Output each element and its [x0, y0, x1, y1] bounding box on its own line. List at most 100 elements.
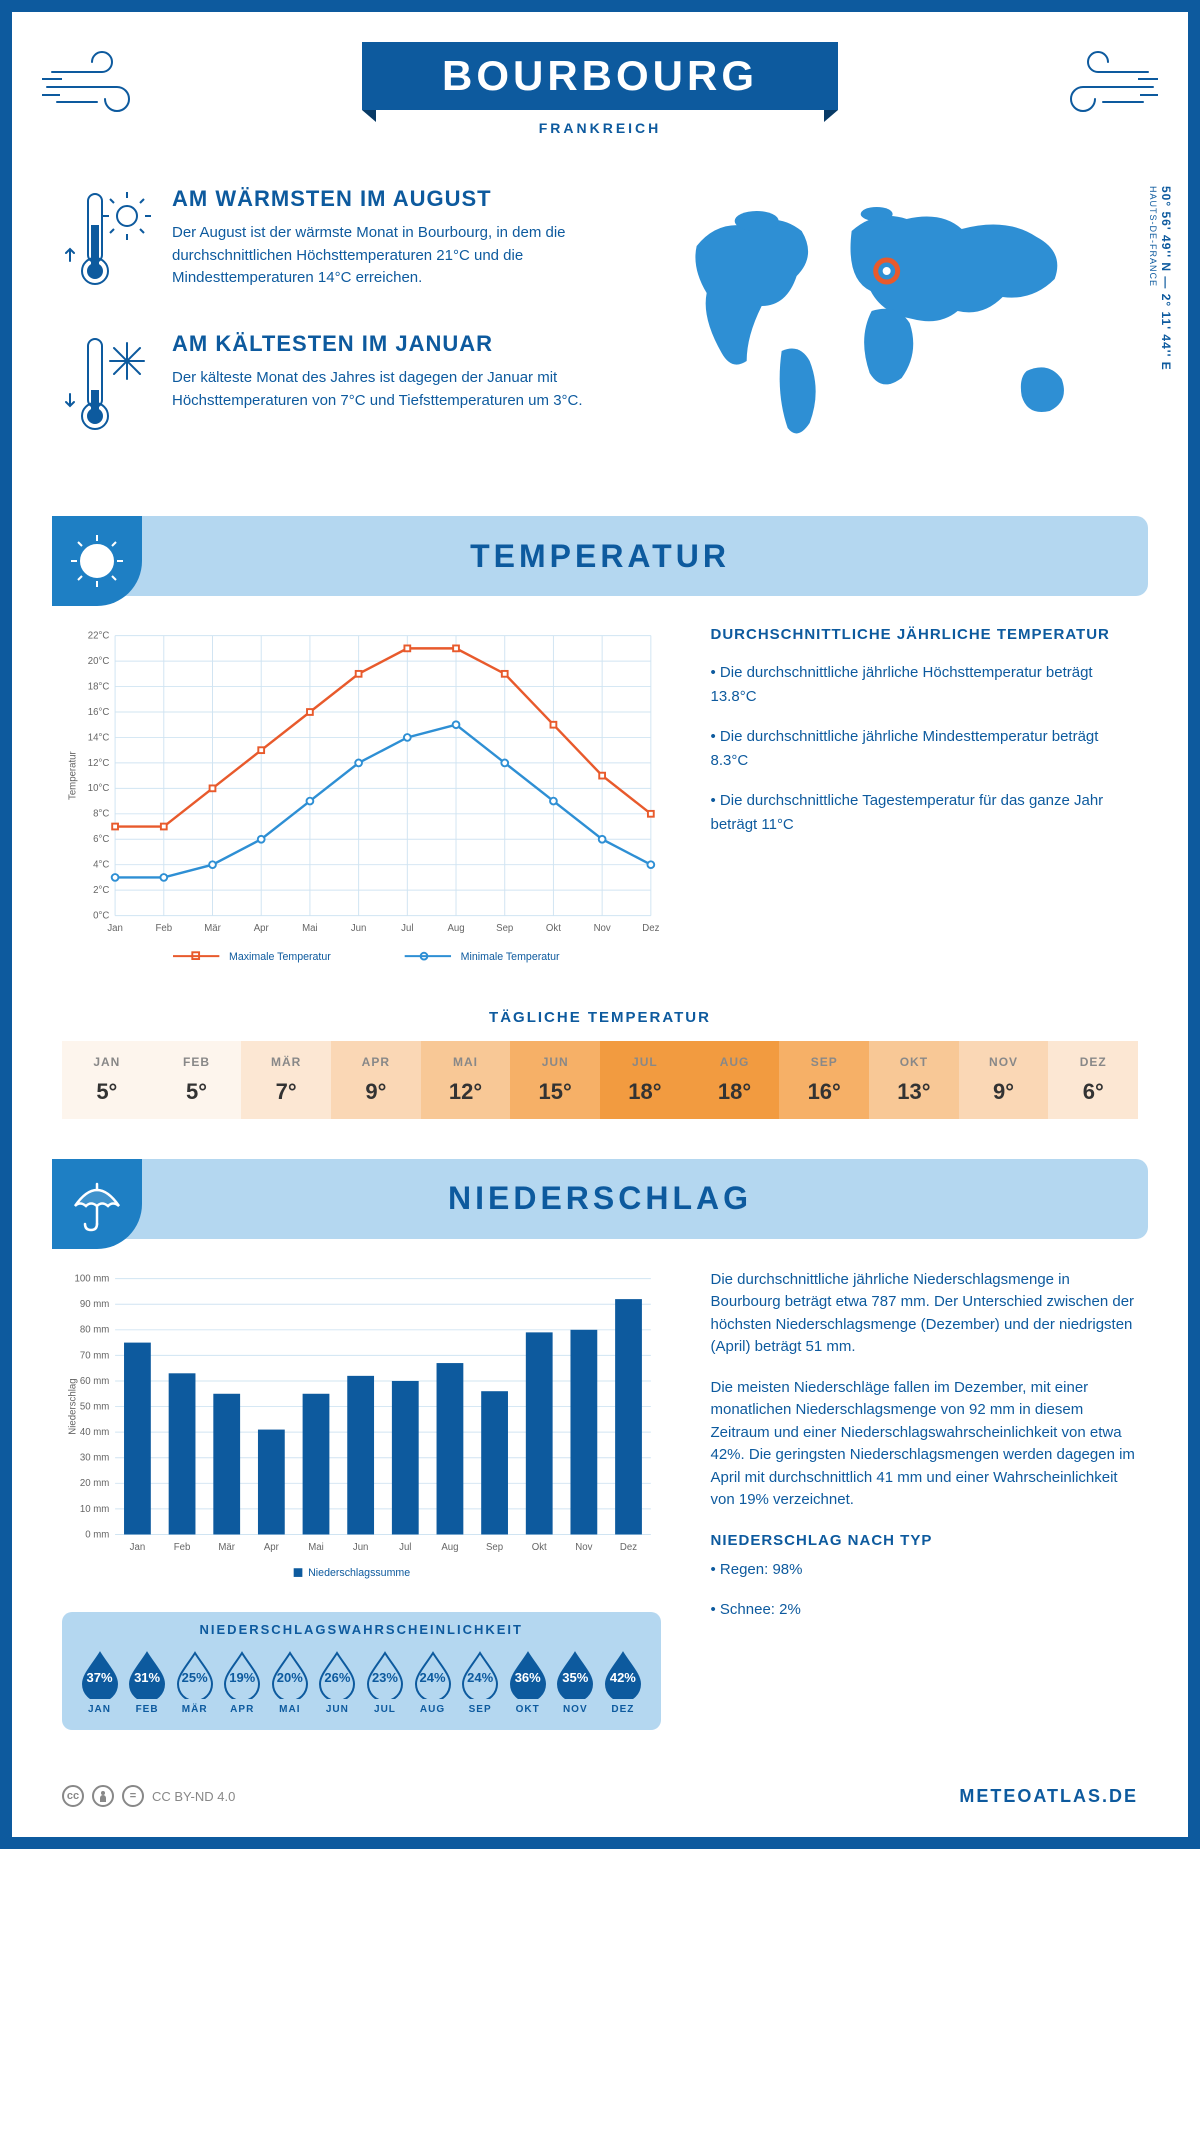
daily-cell: JUN15°: [510, 1041, 600, 1119]
footer: cc = CC BY-ND 4.0 METEOATLAS.DE: [62, 1770, 1138, 1807]
svg-text:4°C: 4°C: [93, 860, 109, 871]
svg-text:40 mm: 40 mm: [80, 1427, 109, 1438]
svg-text:Jun: Jun: [351, 923, 367, 934]
svg-text:Jun: Jun: [353, 1541, 369, 1552]
svg-text:Aug: Aug: [441, 1541, 458, 1552]
daily-cell: AUG18°: [690, 1041, 780, 1119]
svg-text:20 mm: 20 mm: [80, 1478, 109, 1489]
warmest-text: Der August ist der wärmste Monat in Bour…: [172, 222, 605, 290]
daily-cell: JAN5°: [62, 1041, 152, 1119]
svg-text:12°C: 12°C: [88, 758, 110, 769]
daily-cell: NOV9°: [959, 1041, 1049, 1119]
license-text: CC BY-ND 4.0: [152, 1789, 235, 1804]
probability-drop: 23% JUL: [362, 1649, 407, 1715]
precip-snow: • Schnee: 2%: [711, 1599, 1139, 1622]
precip-type-title: NIEDERSCHLAG NACH TYP: [711, 1532, 1139, 1549]
svg-text:10 mm: 10 mm: [80, 1503, 109, 1514]
svg-text:Mai: Mai: [302, 923, 318, 934]
daily-cell: JUL18°: [600, 1041, 690, 1119]
precipitation-section-title: NIEDERSCHLAG: [52, 1180, 1148, 1217]
coordinates-label: 50° 56' 49'' N — 2° 11' 44'' E: [1159, 186, 1173, 371]
summary-row: AM WÄRMSTEN IM AUGUST Der August ist der…: [62, 186, 1138, 476]
temperature-section-title: TEMPERATUR: [52, 538, 1148, 575]
svg-text:Sep: Sep: [486, 1541, 503, 1552]
svg-text:Niederschlag: Niederschlag: [68, 1378, 79, 1434]
country-subtitle: FRANKREICH: [62, 120, 1138, 136]
probability-drop: 36% OKT: [505, 1649, 550, 1715]
world-map: 50° 56' 49'' N — 2° 11' 44'' E HAUTS-DE-…: [645, 186, 1138, 476]
svg-text:Aug: Aug: [447, 923, 464, 934]
svg-text:70 mm: 70 mm: [80, 1350, 109, 1361]
daily-cell: APR9°: [331, 1041, 421, 1119]
coldest-text: Der kälteste Monat des Jahres ist dagege…: [172, 367, 605, 412]
svg-text:30 mm: 30 mm: [80, 1452, 109, 1463]
svg-text:Jul: Jul: [401, 923, 413, 934]
cc-icon: cc: [62, 1785, 84, 1807]
warmest-block: AM WÄRMSTEN IM AUGUST Der August ist der…: [62, 186, 605, 296]
precipitation-probability-box: NIEDERSCHLAGSWAHRSCHEINLICHKEIT 37% JAN …: [62, 1612, 661, 1730]
svg-text:Okt: Okt: [546, 923, 561, 934]
coldest-block: AM KÄLTESTEN IM JANUAR Der kälteste Mona…: [62, 331, 605, 441]
probability-drop: 19% APR: [220, 1649, 265, 1715]
temperature-info: DURCHSCHNITTLICHE JÄHRLICHE TEMPERATUR •…: [711, 626, 1139, 979]
svg-text:Dez: Dez: [642, 923, 659, 934]
title-banner: BOURBOURG: [362, 42, 838, 110]
svg-text:20°C: 20°C: [88, 656, 110, 667]
wind-icon: [1048, 47, 1158, 117]
precipitation-info: Die durchschnittliche jährliche Niedersc…: [711, 1269, 1139, 1731]
daily-cell: MAI12°: [421, 1041, 511, 1119]
temp-info-title: DURCHSCHNITTLICHE JÄHRLICHE TEMPERATUR: [711, 626, 1139, 643]
temp-info-b2: • Die durchschnittliche jährliche Mindes…: [711, 725, 1139, 773]
temperature-line-chart: 0°C2°C4°C6°C8°C10°C12°C14°C16°C18°C20°C2…: [62, 626, 661, 979]
svg-text:80 mm: 80 mm: [80, 1324, 109, 1335]
daily-temp-title: TÄGLICHE TEMPERATUR: [62, 1009, 1138, 1026]
svg-text:Feb: Feb: [155, 923, 172, 934]
temp-info-b3: • Die durchschnittliche Tagestemperatur …: [711, 789, 1139, 837]
svg-text:10°C: 10°C: [88, 783, 110, 794]
svg-text:Niederschlagssumme: Niederschlagssumme: [308, 1566, 410, 1578]
probability-drop: 24% AUG: [410, 1649, 455, 1715]
temperature-content: 0°C2°C4°C6°C8°C10°C12°C14°C16°C18°C20°C2…: [62, 626, 1138, 979]
svg-text:Apr: Apr: [254, 923, 270, 934]
svg-text:22°C: 22°C: [88, 631, 110, 642]
svg-text:90 mm: 90 mm: [80, 1299, 109, 1310]
svg-text:Nov: Nov: [575, 1541, 592, 1552]
umbrella-icon: [52, 1159, 142, 1249]
svg-text:2°C: 2°C: [93, 885, 109, 896]
temp-info-b1: • Die durchschnittliche jährliche Höchst…: [711, 661, 1139, 709]
summary-text-column: AM WÄRMSTEN IM AUGUST Der August ist der…: [62, 186, 605, 476]
sun-icon: [52, 516, 142, 606]
daily-cell: OKT13°: [869, 1041, 959, 1119]
svg-text:Mai: Mai: [308, 1541, 324, 1552]
precip-rain: • Regen: 98%: [711, 1559, 1139, 1582]
probability-drop: 24% SEP: [458, 1649, 503, 1715]
precip-p1: Die durchschnittliche jährliche Niedersc…: [711, 1269, 1139, 1359]
daily-cell: SEP16°: [779, 1041, 869, 1119]
probability-drop: 31% FEB: [125, 1649, 170, 1715]
svg-text:0 mm: 0 mm: [85, 1529, 109, 1540]
license: cc = CC BY-ND 4.0: [62, 1785, 235, 1807]
probability-drop: 20% MAI: [267, 1649, 312, 1715]
svg-text:18°C: 18°C: [88, 681, 110, 692]
svg-text:50 mm: 50 mm: [80, 1401, 109, 1412]
coldest-title: AM KÄLTESTEN IM JANUAR: [172, 331, 605, 357]
by-icon: [92, 1785, 114, 1807]
svg-text:16°C: 16°C: [88, 707, 110, 718]
thermo-cold-icon: [62, 331, 152, 441]
brand-label: METEOATLAS.DE: [959, 1786, 1138, 1807]
svg-text:14°C: 14°C: [88, 732, 110, 743]
svg-text:Temperatur: Temperatur: [68, 750, 79, 800]
svg-text:Jan: Jan: [130, 1541, 146, 1552]
temperature-banner: TEMPERATUR: [52, 516, 1148, 596]
probability-drop: 35% NOV: [553, 1649, 598, 1715]
svg-text:Apr: Apr: [264, 1541, 280, 1552]
svg-text:Mär: Mär: [204, 923, 221, 934]
svg-text:60 mm: 60 mm: [80, 1375, 109, 1386]
precip-p2: Die meisten Niederschläge fallen im Deze…: [711, 1377, 1139, 1512]
precipitation-bar-chart: 0 mm 10 mm 20 mm 30 mm 40 mm 50 mm 60 mm 70 mm 8…: [62, 1269, 661, 1593]
probability-drop: 25% MÄR: [172, 1649, 217, 1715]
precipitation-banner: NIEDERSCHLAG: [52, 1159, 1148, 1239]
daily-cell: DEZ6°: [1048, 1041, 1138, 1119]
infographic-frame: BOURBOURG FRANKREICH AM WÄRMSTEN IM AUGU…: [0, 0, 1200, 1849]
probability-drop: 26% JUN: [315, 1649, 360, 1715]
